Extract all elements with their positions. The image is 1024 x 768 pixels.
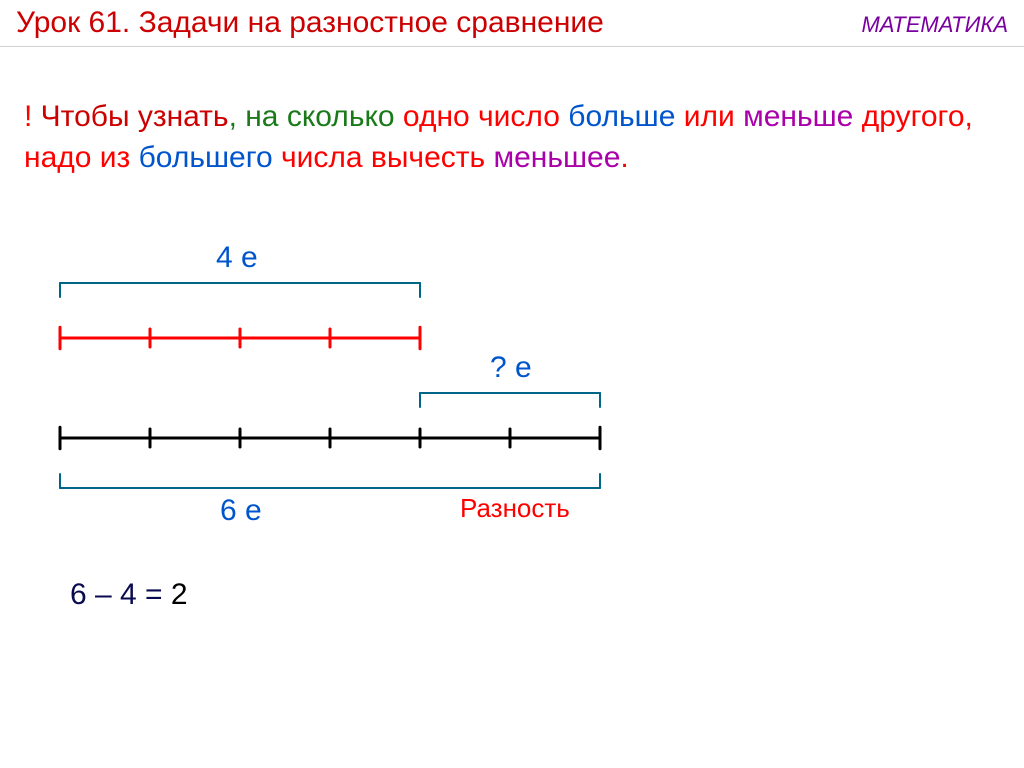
number-line-diagram: 4 е ? е 6 е Разность 6 – 4 = 2 — [0, 208, 1024, 728]
rule-fragment: большего — [139, 141, 273, 174]
rule-fragment: меньше — [743, 100, 853, 133]
rule-fragment: на сколько — [245, 100, 394, 133]
diagram-svg — [0, 208, 1024, 728]
rule-fragment: Чтобы узнать — [41, 100, 229, 133]
rule-fragment: или — [675, 100, 743, 133]
rule-fragment: , — [229, 100, 246, 133]
equation-rhs: 2 — [171, 578, 188, 611]
lesson-title: Урок 61. Задачи на разностное сравнение — [16, 6, 604, 40]
equation: 6 – 4 = 2 — [70, 578, 188, 612]
rule-fragment: ! — [24, 100, 41, 133]
difference-label: ? е — [490, 351, 532, 385]
rule-fragment: . — [620, 141, 628, 174]
header-bar: Урок 61. Задачи на разностное сравнение … — [0, 0, 1024, 47]
difference-word: Разность — [460, 493, 570, 524]
rule-box: ! Чтобы узнать, на сколько одно число бо… — [0, 47, 1024, 178]
subject-label: МАТЕМАТИКА — [861, 12, 1008, 38]
black-line-label: 6 е — [220, 494, 262, 528]
red-line-label: 4 е — [216, 241, 258, 275]
rule-fragment: числа вычесть — [273, 141, 494, 174]
equation-lhs: 6 – 4 = — [70, 578, 171, 611]
rule-fragment: одно число — [395, 100, 569, 133]
rule-fragment: больше — [568, 100, 675, 133]
rule-text: ! Чтобы узнать, на сколько одно число бо… — [24, 97, 1000, 178]
rule-fragment: меньшее — [493, 141, 620, 174]
